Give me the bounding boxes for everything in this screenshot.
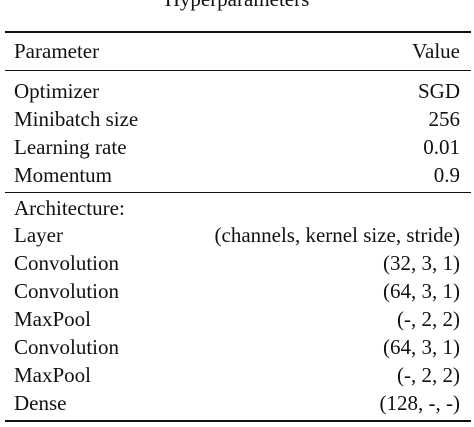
row-value: (-, 2, 2) <box>397 307 460 331</box>
row-parameter: Optimizer <box>14 79 100 103</box>
table-row: Convolution (64, 3, 1) <box>14 277 460 305</box>
row-value: (64, 3, 1) <box>383 279 460 303</box>
row-parameter: Learning rate <box>14 135 127 159</box>
table-header-row: Parameter Value <box>14 37 460 65</box>
table-caption-fragment: Hyperparameters <box>0 0 474 12</box>
row-value: (64, 3, 1) <box>383 335 460 359</box>
table-row: MaxPool (-, 2, 2) <box>14 305 460 333</box>
table-row: MaxPool (-, 2, 2) <box>14 361 460 389</box>
row-value: SGD <box>417 79 460 103</box>
row-value: 256 <box>428 107 461 131</box>
row-parameter: MaxPool <box>14 307 92 331</box>
table-top-rule <box>5 31 471 33</box>
header-rule <box>5 70 471 71</box>
row-parameter: Convolution <box>14 251 120 275</box>
table-row: Momentum 0.9 <box>14 161 460 189</box>
architecture-section-title: Architecture: <box>14 194 460 222</box>
row-parameter: Momentum <box>14 163 112 187</box>
table-row: Layer (channels, kernel size, stride) <box>14 221 460 249</box>
table-row: Convolution (32, 3, 1) <box>14 249 460 277</box>
row-parameter: Minibatch size <box>14 107 139 131</box>
table-row: Dense (128, -, -) <box>14 389 460 417</box>
row-value: (128, -, -) <box>379 391 460 415</box>
table-row: Learning rate 0.01 <box>14 133 460 161</box>
row-parameter: Convolution <box>14 279 120 303</box>
row-value: (-, 2, 2) <box>397 363 460 387</box>
section-title: Architecture: <box>14 196 125 220</box>
row-value: 0.01 <box>423 135 460 159</box>
row-parameter: Layer <box>14 223 63 247</box>
row-value: (32, 3, 1) <box>383 251 460 275</box>
row-parameter: MaxPool <box>14 363 92 387</box>
table-row: Convolution (64, 3, 1) <box>14 333 460 361</box>
table-row: Minibatch size 256 <box>14 105 460 133</box>
row-parameter: Convolution <box>14 335 120 359</box>
row-parameter: Dense <box>14 391 67 415</box>
section-rule <box>5 192 471 193</box>
table-row: Optimizer SGD <box>14 77 460 105</box>
header-parameter: Parameter <box>14 39 100 63</box>
table-bottom-rule <box>5 420 471 422</box>
row-value: (channels, kernel size, stride) <box>214 223 460 247</box>
header-value: Value <box>412 39 460 63</box>
row-value: 0.9 <box>433 163 460 187</box>
